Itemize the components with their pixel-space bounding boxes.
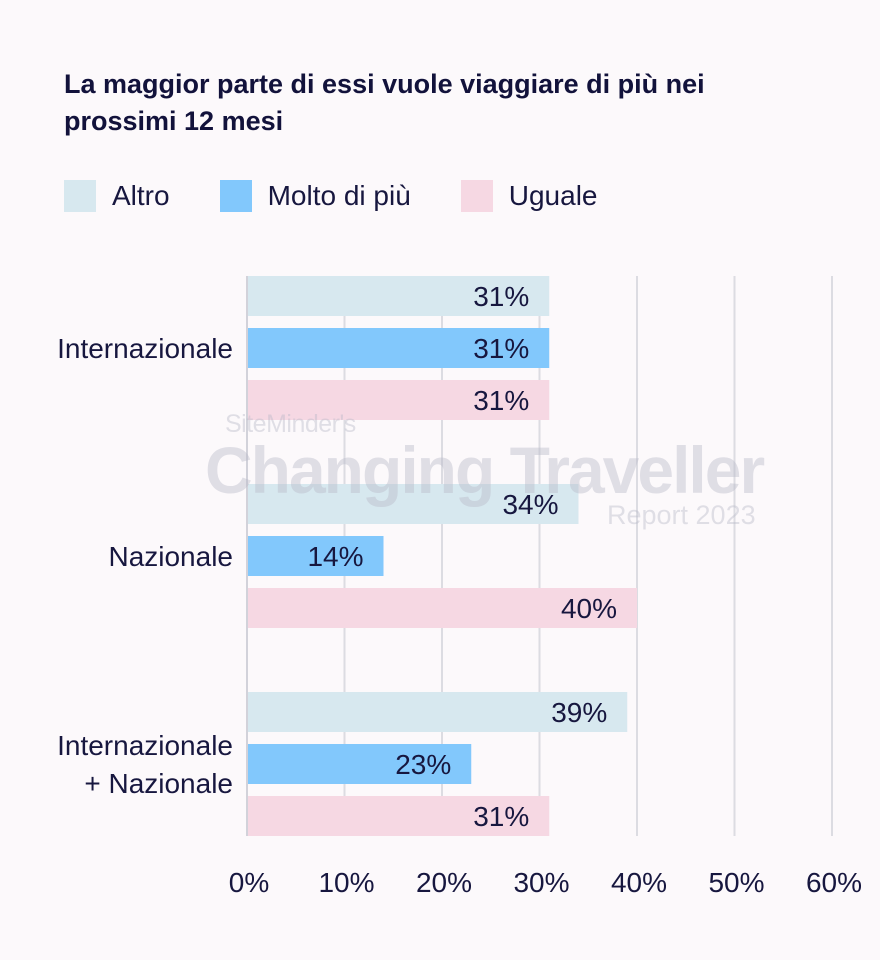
category-label: Internazionale: [57, 730, 233, 761]
category-label: Internazionale: [57, 333, 233, 364]
chart-title: La maggior parte di essi vuole viaggiare…: [64, 69, 705, 136]
bar: [247, 328, 550, 368]
x-tick-label: 30%: [513, 867, 569, 898]
bar: [247, 692, 628, 732]
data-label: 40%: [561, 593, 617, 624]
legend-swatch-altro: [64, 180, 96, 212]
legend-swatch-molto-di-piu: [219, 180, 252, 212]
category-label: + Nazionale: [84, 768, 233, 799]
data-label: 31%: [473, 333, 529, 364]
category-label: Nazionale: [108, 541, 233, 572]
legend-item-uguale: Uguale: [460, 180, 598, 212]
data-label: 34%: [502, 489, 558, 520]
bar: [247, 536, 384, 576]
bar: [247, 744, 472, 784]
data-label: 14%: [307, 541, 363, 572]
legend-item-altro: Altro: [64, 180, 170, 212]
x-tick-label: 10%: [318, 867, 374, 898]
bar: [247, 796, 550, 836]
data-label: 31%: [473, 801, 529, 832]
legend-label-uguale: Uguale: [508, 180, 598, 211]
x-tick-label: 50%: [708, 867, 764, 898]
bar: [247, 276, 550, 316]
data-label: 39%: [551, 697, 607, 728]
bars: 31% 31% 31% 34% 14% 40% 39% 23% 31%: [247, 276, 637, 836]
chart-legend: Altro Molto di più Uguale: [64, 178, 648, 214]
legend-label-altro: Altro: [112, 180, 170, 211]
legend-swatch-uguale: [460, 180, 493, 212]
data-label: 23%: [395, 749, 451, 780]
bar: [247, 484, 579, 524]
bar: [247, 380, 550, 420]
x-tick-label: 0%: [229, 867, 269, 898]
x-tick-label: 20%: [416, 867, 472, 898]
data-label: 31%: [473, 281, 529, 312]
x-tick-label: 40%: [611, 867, 667, 898]
legend-item-molto-di-piu: Molto di più: [219, 180, 411, 212]
data-label: 31%: [473, 385, 529, 416]
x-tick-label: 60%: [806, 867, 862, 898]
bar: [247, 588, 637, 628]
legend-label-molto-di-piu: Molto di più: [267, 180, 411, 211]
axes: 0% 10% 20% 30% 40% 50% 60% Internazionale Nazion…: [57, 276, 862, 898]
